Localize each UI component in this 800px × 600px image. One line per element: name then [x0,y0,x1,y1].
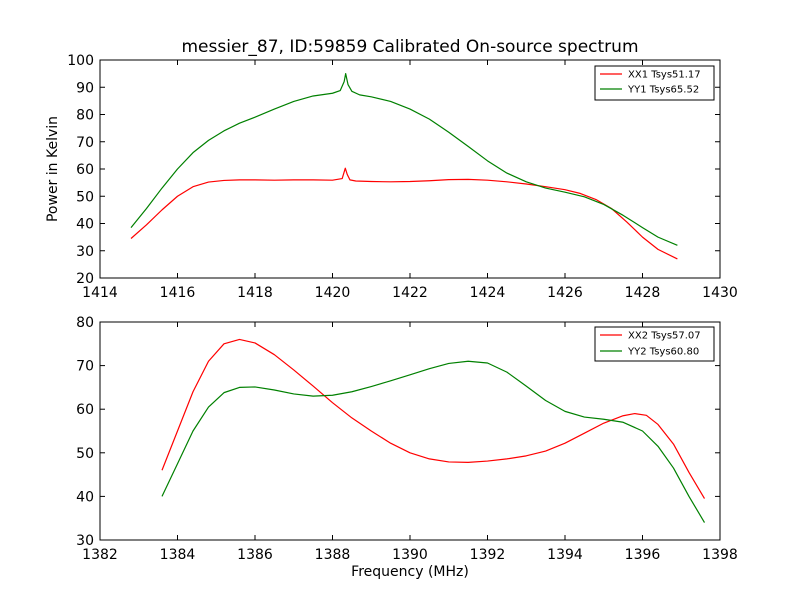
top-y-tick-label: 100 [67,53,94,69]
bottom-plot-area [161,338,706,523]
top-y-tick-label: 60 [76,162,94,178]
bottom-x-tick-label: 1398 [702,547,738,563]
bottom-x-tick-label: 1386 [237,547,273,563]
bottom-y-tick-label: 40 [76,489,94,505]
bottom-y-tick-label: 50 [76,446,94,462]
top-x-tick-label: 1414 [82,285,118,301]
bottom-y-tick-label: 70 [76,359,94,375]
bottom-legend-label-xx2: XX2 Tsys57.07 [628,331,701,342]
bottom-y-tick-label: 80 [76,315,94,331]
bottom-x-tick-label: 1392 [470,547,506,563]
chart-title: messier_87, ID:59859 Calibrated On-sourc… [182,37,639,57]
top-y-tick-label: 70 [76,135,94,151]
top-x-tick-label: 1430 [702,285,738,301]
top-y-tick-label: 50 [76,189,94,205]
top-x-tick-label: 1426 [547,285,583,301]
y-axis-title: Power in Kelvin [45,116,61,222]
bottom-legend-box [594,326,715,362]
top-axis-ticks: 1414 1416 1418 1420 1422 1424 1426 1428 1430 20 30… [67,53,738,301]
top-x-tick-label: 1418 [237,285,273,301]
top-y-tick-label: 40 [76,217,94,233]
bottom-x-tick-label: 1388 [315,547,351,563]
top-x-tick-label: 1428 [625,285,661,301]
top-legend: XX1 Tsys51.17 YY1 Tsys65.52 [594,65,715,101]
top-legend-label-xx1: XX1 Tsys51.17 [628,70,701,81]
bottom-legend: XX2 Tsys57.07 YY2 Tsys60.80 [594,326,715,362]
bottom-y-tick-label: 30 [76,533,94,549]
x-axis-title: Frequency (MHz) [351,564,469,580]
top-x-tick-label: 1420 [315,285,351,301]
top-x-tick-label: 1422 [392,285,428,301]
top-y-tick-label: 20 [76,271,94,287]
top-series-line-0 [130,167,678,260]
bottom-series-line-0 [161,338,706,499]
top-spectrum-panel: 1414 1416 1418 1420 1422 1424 1426 1428 1430 20 30… [67,53,738,301]
bottom-x-tick-label: 1394 [547,547,583,563]
top-series-line-1 [130,73,678,246]
bottom-spectrum-panel: 1382 1384 1386 1388 1390 1392 1394 1396 1398 30 40… [76,315,738,563]
top-plot-area [130,73,678,260]
bottom-legend-label-yy2: YY2 Tsys60.80 [627,347,699,358]
top-y-tick-label: 80 [76,108,94,124]
top-legend-label-yy1: YY1 Tsys65.52 [627,85,699,96]
top-legend-box [594,65,715,101]
bottom-axis-ticks: 1382 1384 1386 1388 1390 1392 1394 1396 1398 30 40… [76,315,738,563]
top-y-tick-label: 30 [76,244,94,260]
bottom-x-tick-label: 1396 [625,547,661,563]
bottom-series-line-1 [161,360,706,523]
bottom-x-tick-label: 1390 [392,547,428,563]
top-x-tick-label: 1416 [160,285,196,301]
top-y-tick-label: 90 [76,80,94,96]
bottom-x-tick-label: 1384 [160,547,196,563]
bottom-x-tick-label: 1382 [82,547,118,563]
bottom-y-tick-label: 60 [76,402,94,418]
top-x-tick-label: 1424 [470,285,506,301]
